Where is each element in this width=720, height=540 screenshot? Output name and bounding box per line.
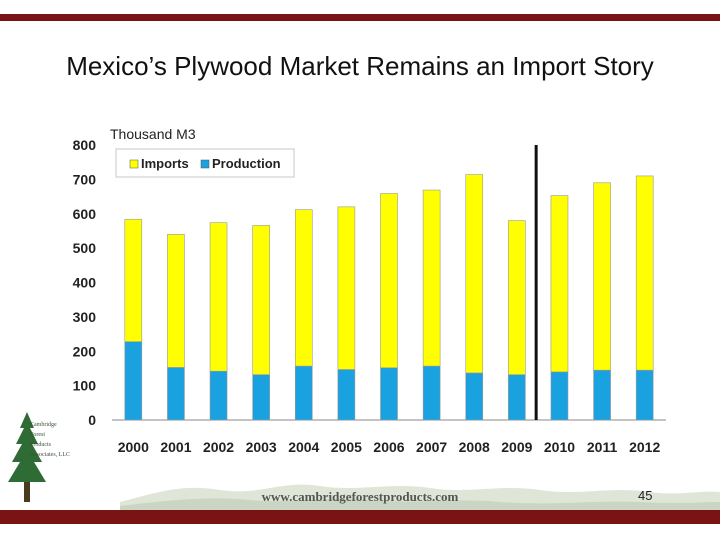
bar-production-2011 bbox=[593, 369, 611, 421]
bar-imports-2006 bbox=[380, 193, 398, 369]
y-tick-label-300: 300 bbox=[73, 309, 97, 325]
footer-url: www.cambridgeforestproducts.com bbox=[261, 489, 459, 504]
bar-production-2010 bbox=[550, 371, 569, 421]
bar-production-2004 bbox=[294, 365, 313, 421]
bar-imports-2002 bbox=[209, 222, 228, 372]
x-tick-label-2012: 2012 bbox=[629, 439, 660, 455]
x-tick-label-2006: 2006 bbox=[373, 439, 404, 455]
y-tick-label-700: 700 bbox=[73, 171, 97, 187]
page-number: 45 bbox=[638, 488, 653, 503]
bar-imports-2004 bbox=[294, 209, 313, 367]
x-tick-label-2000: 2000 bbox=[118, 439, 149, 455]
legend-swatch-imports bbox=[129, 159, 139, 169]
bar-imports-2001 bbox=[167, 234, 185, 368]
bar-imports-2000 bbox=[124, 218, 143, 342]
x-tick-label-2007: 2007 bbox=[416, 439, 447, 455]
bar-production-2001 bbox=[167, 367, 185, 421]
y-unit-label: Thousand M3 bbox=[110, 126, 196, 142]
pine-tree-icon bbox=[8, 412, 46, 502]
slide-title: Mexico’s Plywood Market Remains an Impor… bbox=[66, 51, 654, 81]
legend-swatch-production bbox=[200, 159, 210, 169]
bar-production-2003 bbox=[252, 374, 270, 421]
y-tick-label-600: 600 bbox=[73, 206, 97, 222]
bar-imports-2003 bbox=[252, 225, 270, 375]
x-tick-label-2009: 2009 bbox=[501, 439, 532, 455]
x-tick-label-2008: 2008 bbox=[459, 439, 490, 455]
x-tick-label-2002: 2002 bbox=[203, 439, 234, 455]
bar-imports-2012 bbox=[635, 175, 654, 371]
bar-production-2012 bbox=[635, 369, 654, 421]
x-tick-label-2003: 2003 bbox=[246, 439, 277, 455]
legend-label-imports: Imports bbox=[141, 156, 189, 171]
x-tick-label-2010: 2010 bbox=[544, 439, 575, 455]
logo-line-1: Cambridge bbox=[30, 422, 57, 428]
y-tick-label-100: 100 bbox=[73, 378, 97, 394]
bar-production-2006 bbox=[380, 367, 398, 421]
bar-production-2009 bbox=[508, 374, 526, 421]
x-tick-label-2005: 2005 bbox=[331, 439, 362, 455]
bar-production-2002 bbox=[209, 370, 228, 421]
bar-imports-2005 bbox=[337, 206, 356, 370]
bar-production-2000 bbox=[124, 341, 143, 421]
logo-line-4: Associates, LLC bbox=[30, 452, 70, 458]
chart-legend: Imports Production bbox=[115, 148, 295, 178]
top-accent-bar bbox=[0, 14, 720, 21]
bar-imports-2009 bbox=[508, 220, 526, 375]
bar-imports-2008 bbox=[465, 174, 484, 374]
bar-production-2008 bbox=[465, 372, 484, 421]
stacked-bar-chart: Thousand M3 0 100 200 300 400 500 600 700 800 200… bbox=[73, 126, 666, 455]
company-logo: Cambridge Forest Products Associates, LL… bbox=[0, 410, 150, 510]
y-tick-label-200: 200 bbox=[73, 343, 97, 359]
x-tick-label-2011: 2011 bbox=[587, 439, 618, 455]
bar-imports-2010 bbox=[550, 195, 569, 373]
logo-line-3: Products bbox=[30, 442, 51, 448]
y-tick-label-800: 800 bbox=[73, 137, 97, 153]
bottom-accent-bar bbox=[0, 510, 720, 524]
legend-label-production: Production bbox=[212, 156, 281, 171]
y-tick-label-0: 0 bbox=[88, 412, 96, 428]
x-tick-label-2004: 2004 bbox=[288, 439, 319, 455]
bar-imports-2007 bbox=[422, 189, 441, 367]
y-tick-label-500: 500 bbox=[73, 240, 97, 256]
bar-production-2007 bbox=[422, 365, 441, 421]
logo-line-2: Forest bbox=[30, 432, 45, 438]
hills-decoration bbox=[120, 484, 720, 510]
y-tick-label-400: 400 bbox=[73, 275, 97, 291]
bar-production-2005 bbox=[337, 369, 356, 421]
bar-imports-2011 bbox=[593, 182, 611, 371]
x-tick-label-2001: 2001 bbox=[160, 439, 191, 455]
